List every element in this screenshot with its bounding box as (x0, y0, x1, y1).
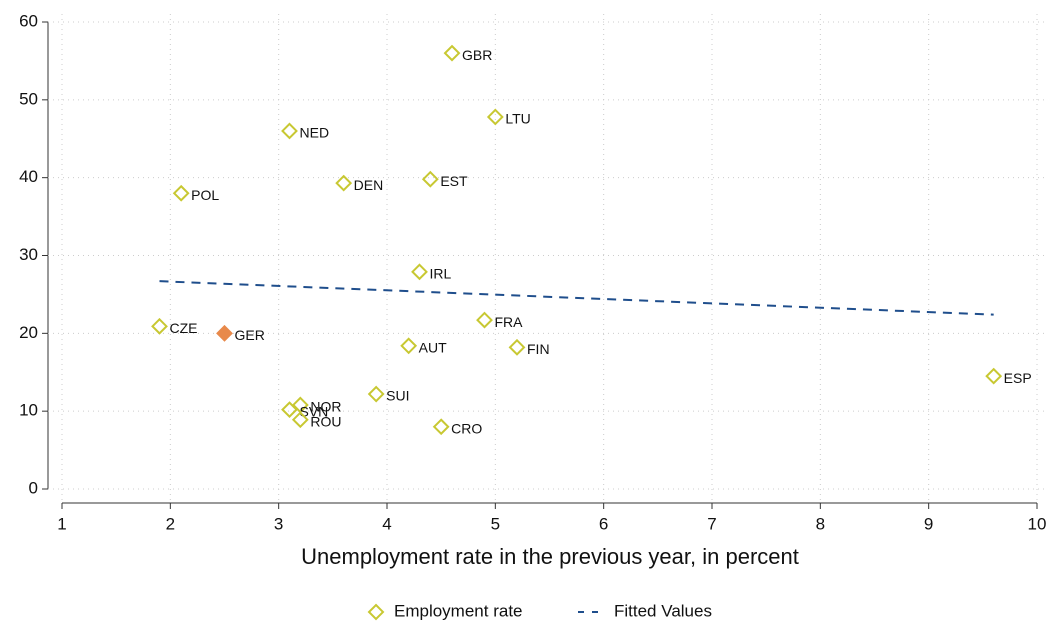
point-label: SVN (300, 403, 329, 419)
point (151, 317, 168, 335)
point (291, 411, 309, 429)
point (421, 170, 439, 188)
point-label: EST (440, 173, 468, 189)
y-tick-label: 20 (19, 323, 38, 342)
point-label: FIN (527, 341, 550, 357)
y-tick-label: 0 (29, 478, 38, 497)
y-tick-label: 40 (19, 167, 38, 186)
y-tick-label: 60 (19, 11, 38, 30)
point-label: IRL (430, 266, 452, 282)
point (281, 122, 298, 140)
y-tick-label: 30 (19, 245, 38, 264)
point-label: LTU (505, 111, 530, 127)
legend-marker (367, 603, 385, 621)
point (367, 385, 385, 403)
point (400, 337, 418, 355)
x-axis-title: Unemployment rate in the previous year, … (301, 544, 799, 569)
point-label: CZE (170, 320, 198, 336)
point (443, 44, 461, 62)
point-label: DEN (354, 177, 384, 193)
point (985, 367, 1003, 385)
x-tick-label: 7 (707, 514, 716, 533)
point-label: GER (235, 327, 265, 343)
legend-label: Employment rate (394, 601, 523, 620)
point (335, 174, 353, 192)
point (432, 418, 450, 436)
point (476, 311, 493, 329)
point-label: SUI (386, 388, 409, 404)
point-label: NED (300, 125, 330, 141)
point (281, 401, 298, 419)
x-tick-label: 8 (816, 514, 825, 533)
x-tick-label: 2 (166, 514, 175, 533)
x-tick-label: 10 (1028, 514, 1047, 533)
point-label: POL (191, 187, 219, 203)
point (411, 263, 428, 281)
point-label: CRO (451, 420, 482, 436)
point (486, 108, 504, 126)
point-label: FRA (495, 314, 524, 330)
x-tick-label: 9 (924, 514, 933, 533)
legend-label: Fitted Values (614, 601, 712, 620)
x-tick-label: 4 (382, 514, 391, 533)
point-label: NOR (310, 399, 341, 415)
point (508, 338, 526, 356)
point-label: AUT (419, 339, 447, 355)
x-tick-label: 5 (491, 514, 500, 533)
point-label: ESP (1004, 370, 1032, 386)
x-tick-label: 3 (274, 514, 283, 533)
x-tick-label: 1 (57, 514, 66, 533)
x-tick-label: 6 (599, 514, 608, 533)
point (172, 184, 190, 202)
y-tick-label: 10 (19, 401, 38, 420)
point-label: ROU (310, 413, 341, 429)
fit-line (159, 280, 994, 316)
point-label: GBR (462, 47, 492, 63)
point (216, 324, 233, 342)
y-tick-label: 50 (19, 89, 38, 108)
